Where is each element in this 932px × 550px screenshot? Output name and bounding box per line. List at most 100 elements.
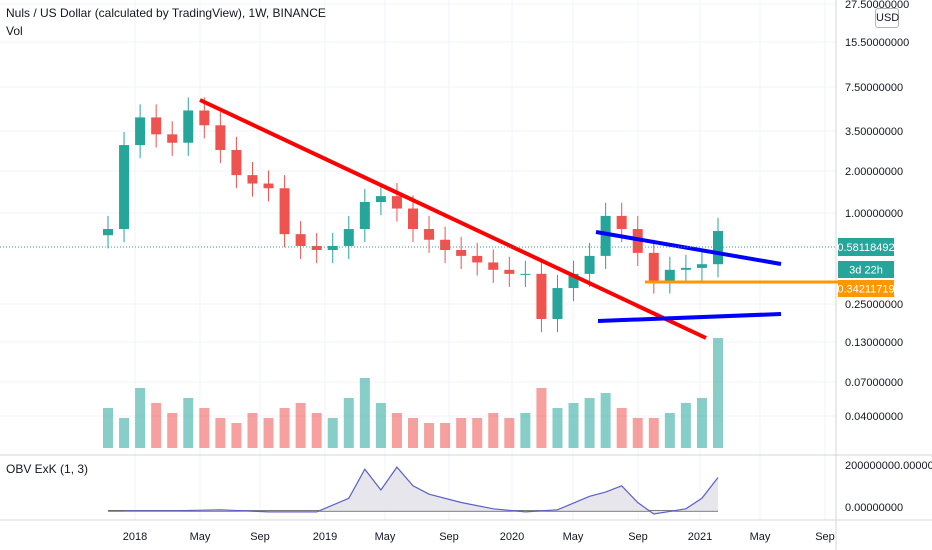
price-tick-label: 7.50000000: [845, 82, 903, 94]
volume-bar: [135, 388, 146, 448]
countdown-badge-bg: [838, 261, 894, 278]
candle-body: [151, 117, 162, 135]
level-price-badge: 0.34211719: [837, 284, 894, 296]
volume-bar: [279, 408, 290, 448]
candle-body: [231, 149, 242, 176]
candle-body: [359, 201, 370, 230]
chart-title: Nuls / US Dollar (calculated by TradingV…: [6, 6, 326, 20]
candle-body: [408, 208, 418, 230]
volume-bar: [424, 423, 435, 448]
time-tick-label: Sep: [439, 531, 459, 543]
candle-body: [600, 215, 611, 256]
candle-body: [279, 188, 290, 235]
volume-bar: [440, 423, 451, 448]
current-price-badge: 0.58118492: [837, 242, 894, 254]
candle-body: [343, 229, 354, 246]
volume-bar: [520, 413, 531, 448]
candle-body: [440, 239, 451, 251]
candle-body: [664, 269, 675, 281]
volume-bar: [103, 408, 113, 448]
volume-bar: [696, 398, 707, 448]
volume-bar: [600, 393, 611, 448]
volume-bar: [119, 418, 130, 448]
candle-body: [456, 250, 467, 256]
candle-body: [391, 196, 402, 209]
volume-bar: [263, 418, 274, 448]
candle-body: [247, 175, 258, 184]
volume-bar: [183, 398, 194, 448]
volume-bar: [327, 418, 338, 448]
volume-bar: [151, 403, 162, 448]
obv-indicator: [108, 466, 719, 515]
volume-label: Vol: [6, 24, 23, 38]
volume-bar: [375, 403, 386, 448]
volume-bar: [343, 398, 354, 448]
volume-bar: [231, 423, 242, 448]
downtrend-line[interactable]: [199, 98, 707, 340]
volume-bar: [536, 388, 547, 448]
volume-bar: [295, 403, 306, 448]
candle-body: [472, 255, 483, 263]
volume-bar: [247, 413, 258, 448]
candle-body: [536, 273, 547, 320]
price-tick-label: 15.50000000: [845, 37, 909, 49]
volume-bar: [215, 418, 226, 448]
candle-body: [424, 229, 435, 240]
time-tick-label: 2021: [688, 531, 712, 543]
price-tick-label: 3.50000000: [845, 126, 903, 138]
candle-body: [520, 273, 531, 275]
candle-body: [375, 196, 386, 202]
price-badges: 0.58118492 3d 22h 0.34211719: [837, 238, 895, 297]
candle-body: [215, 125, 226, 150]
volume-bar: [568, 403, 579, 448]
volume-bar: [632, 418, 643, 448]
candle-body: [584, 255, 595, 274]
candle-body: [713, 231, 723, 265]
candle-body: [616, 215, 627, 230]
candle-body: [680, 267, 691, 270]
volume-bar: [584, 398, 595, 448]
price-tick-label: 27.50000000: [845, 0, 909, 11]
volume-bar: [616, 408, 627, 448]
price-tick-label: 0.04000000: [845, 411, 903, 423]
volume-bar: [199, 408, 210, 448]
level-price-badge-bg: [838, 280, 894, 297]
wedge-lower-line[interactable]: [597, 312, 782, 323]
candle-body: [295, 234, 306, 246]
candle-body: [199, 110, 210, 126]
volume-bar: [664, 413, 675, 448]
countdown-badge: 3d 22h: [849, 265, 883, 277]
wedge-upper-line[interactable]: [595, 230, 782, 266]
volume-bars: [103, 338, 723, 448]
candle-body: [327, 245, 338, 251]
candle-body: [568, 273, 579, 289]
volume-bar: [680, 403, 691, 448]
candle-body: [311, 245, 322, 251]
obv-line: [124, 466, 719, 515]
time-tick-label: 2019: [313, 531, 337, 543]
volume-bar: [504, 418, 515, 448]
volume-bar: [456, 418, 467, 448]
candle-body: [119, 145, 130, 230]
price-tick-label: 0.13000000: [845, 337, 903, 349]
candle-body: [488, 262, 499, 270]
time-tick-label: 2018: [123, 531, 147, 543]
candle-body: [648, 252, 659, 281]
time-tick-label: May: [190, 531, 211, 543]
candle-body: [183, 110, 194, 143]
volume-bar: [713, 338, 723, 448]
current-price-badge-bg: [838, 238, 894, 256]
candle-body: [103, 229, 113, 236]
drawings: [199, 98, 840, 340]
currency-button[interactable]: USD: [875, 8, 899, 28]
candle-body: [552, 288, 563, 320]
price-series: [103, 97, 723, 333]
time-tick-label: Sep: [250, 531, 270, 543]
price-tick-label: 1.00000000: [845, 208, 903, 220]
price-tick-label: 0.07000000: [845, 377, 903, 389]
volume-bar: [167, 413, 178, 448]
obv-label: OBV ExK (1, 3): [6, 462, 89, 476]
volume-bar: [311, 413, 322, 448]
candle-body: [504, 269, 515, 274]
